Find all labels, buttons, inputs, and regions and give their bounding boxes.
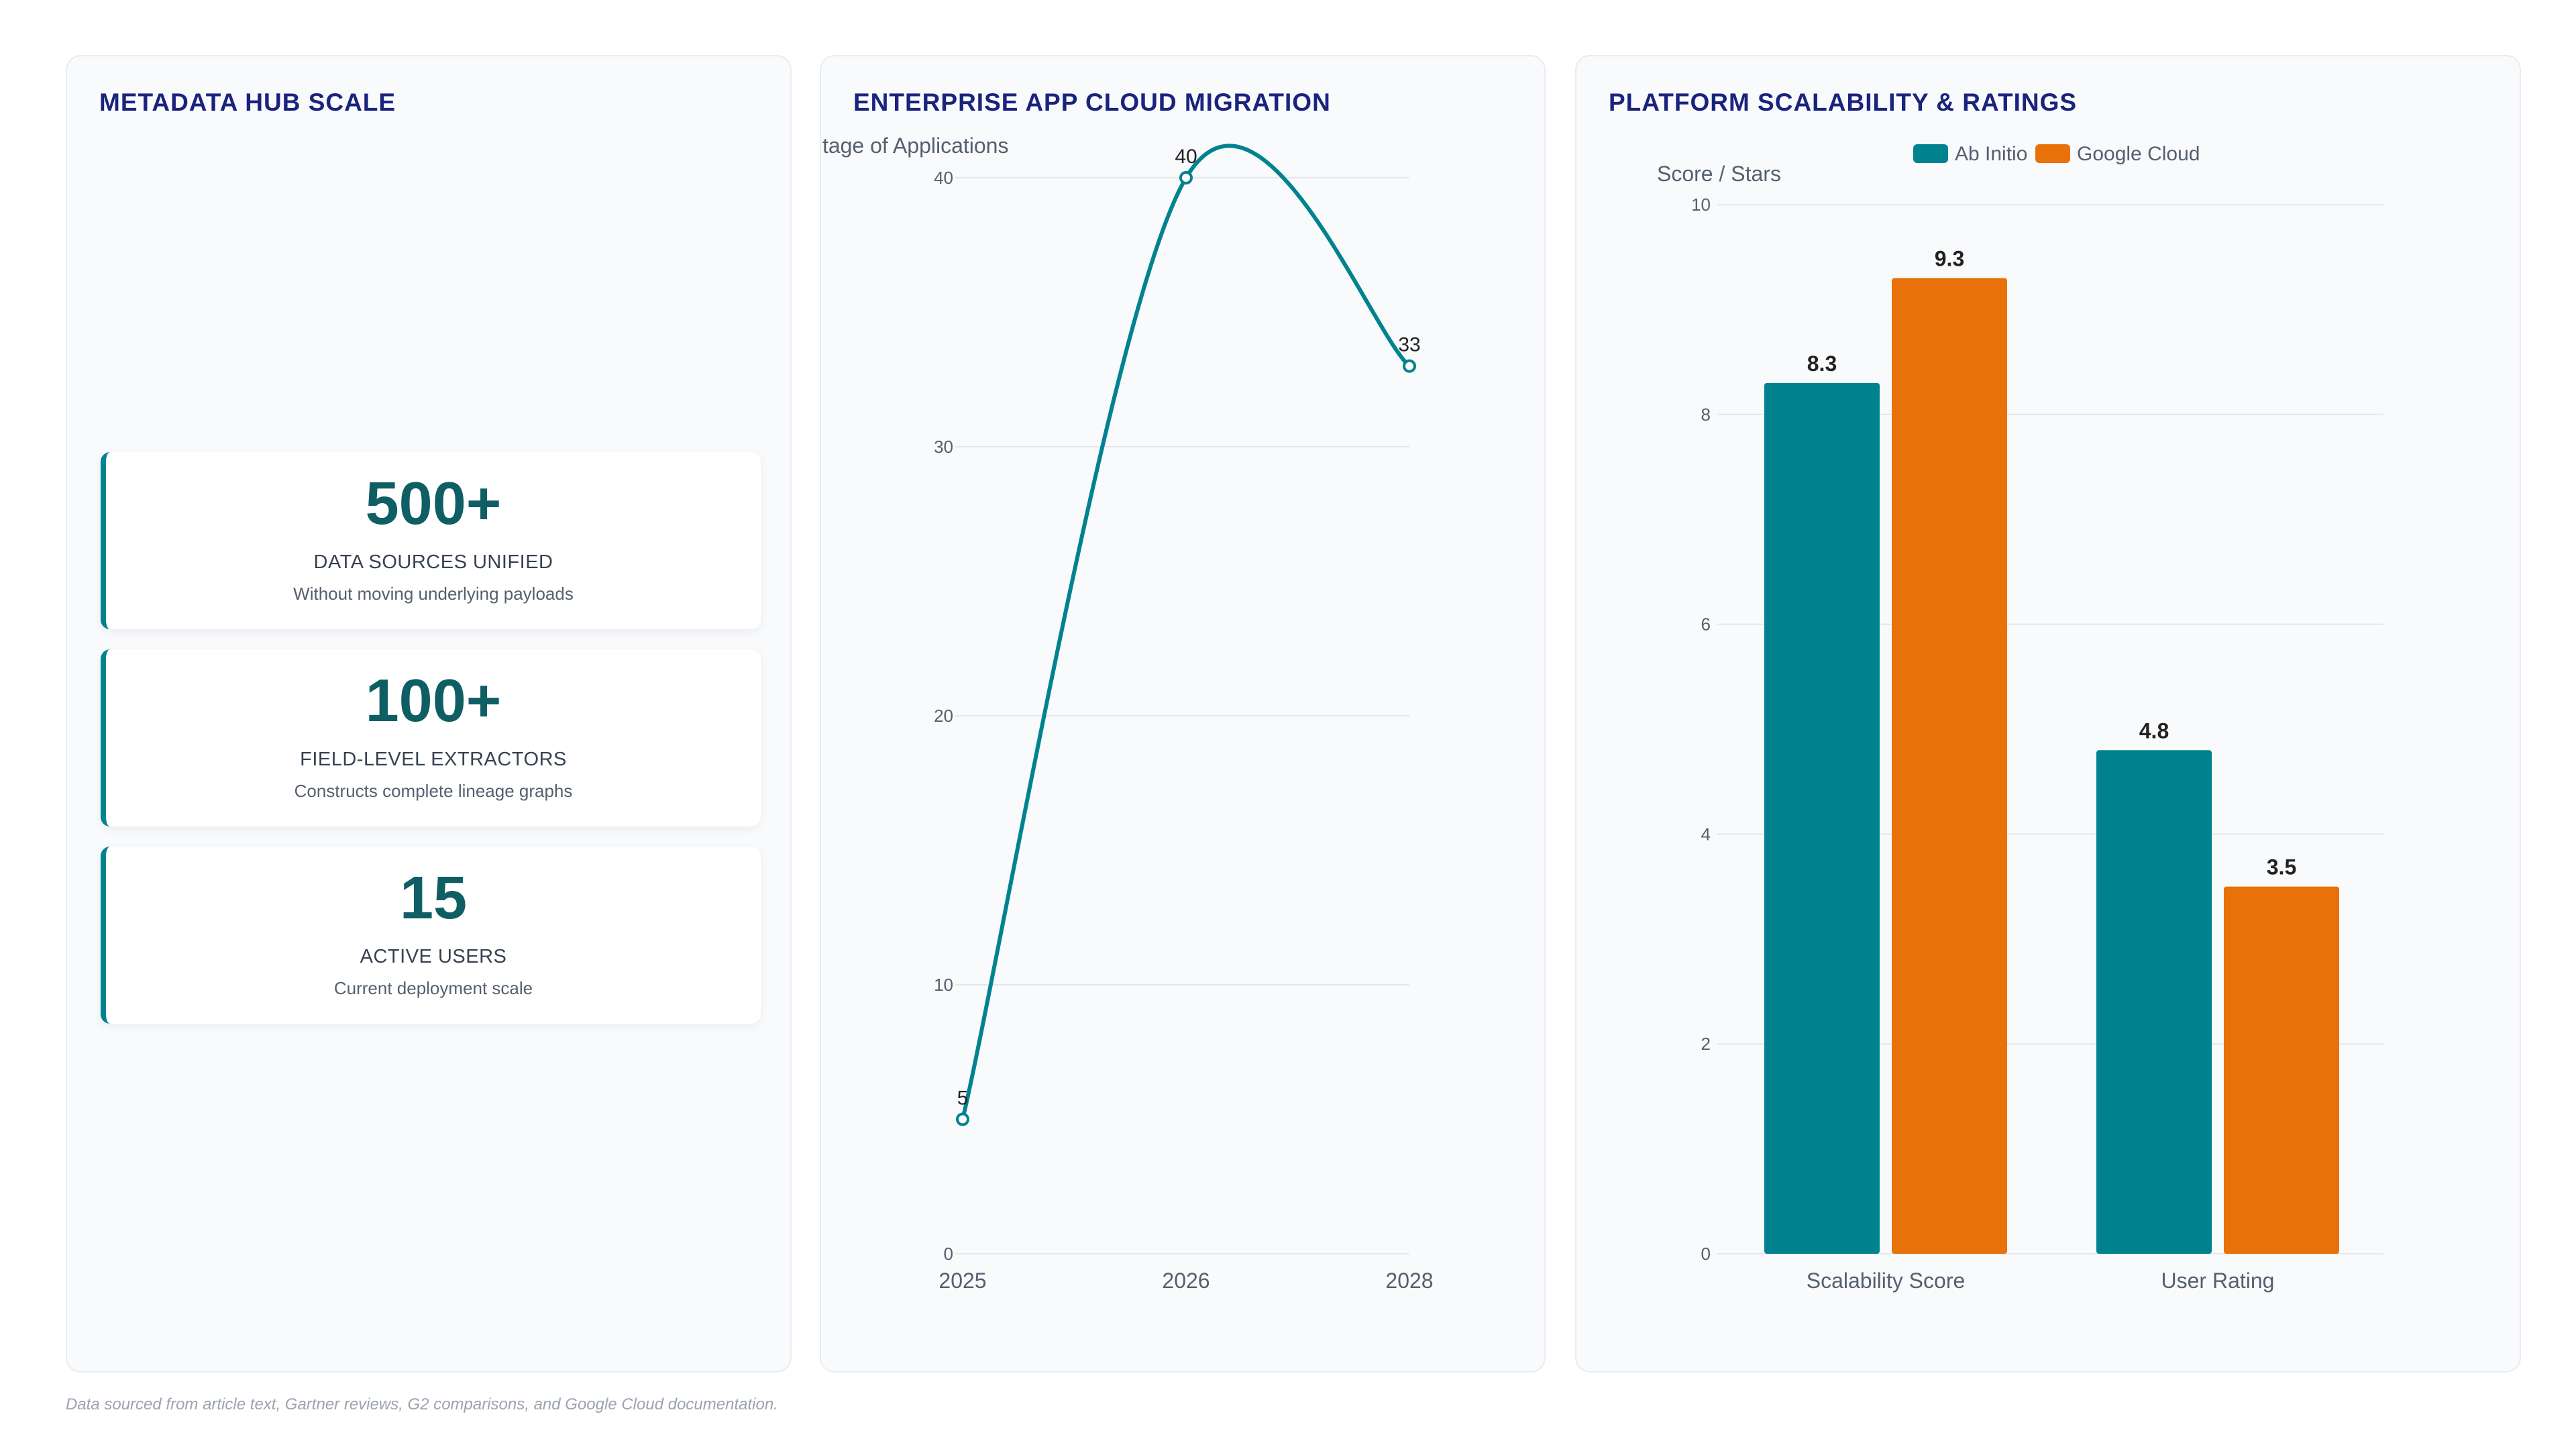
line-chart-x-tick-label: 2025 xyxy=(938,1269,986,1293)
bar-chart-x-tick-label: Scalability Score xyxy=(1807,1269,1966,1293)
stat-label: ACTIVE USERS xyxy=(360,946,507,967)
legend-swatch xyxy=(2035,144,2070,163)
stat-value: 500+ xyxy=(365,470,502,537)
scalability-title: PLATFORM SCALABILITY & RATINGS xyxy=(1609,89,2078,116)
line-chart-y-tick-label: 20 xyxy=(934,706,953,726)
metadata-hub-title: METADATA HUB SCALE xyxy=(99,89,396,116)
bar-ab-initio xyxy=(2096,750,2212,1254)
scalability-panel: PLATFORM SCALABILITY & RATINGS Ab Initio… xyxy=(1575,55,2521,1373)
line-chart-series-line xyxy=(961,144,1411,1120)
line-chart-data-label: 5 xyxy=(957,1087,969,1110)
line-chart-data-label: 40 xyxy=(1175,146,1197,168)
stat-description: Constructs complete lineage graphs xyxy=(294,781,573,801)
bar-data-label: 8.3 xyxy=(1807,352,1837,376)
footer-note: Data sourced from article text, Gartner … xyxy=(66,1395,778,1413)
line-chart-y-tick-label: 40 xyxy=(934,168,953,188)
bar-chart-y-tick-label: 2 xyxy=(1701,1034,1711,1054)
stat-label: DATA SOURCES UNIFIED xyxy=(313,551,553,573)
bar-chart-x-tick-label: User Rating xyxy=(2161,1269,2275,1293)
stat-card-data-sources: 500+ DATA SOURCES UNIFIED Without moving… xyxy=(101,452,761,629)
bar-chart-y-tick-label: 4 xyxy=(1701,824,1711,844)
bar-chart-y-tick-label: 6 xyxy=(1701,614,1711,635)
bar-data-label: 3.5 xyxy=(2267,855,2296,879)
bar-google-cloud xyxy=(2224,886,2339,1254)
stat-value: 15 xyxy=(399,865,468,932)
legend-label: Ab Initio xyxy=(1955,143,2027,165)
metadata-hub-panel: METADATA HUB SCALE 500+ DATA SOURCES UNI… xyxy=(66,55,792,1373)
bar-chart-y-axis-title: Score / Stars xyxy=(1657,162,1781,186)
bar-chart-y-tick-label: 8 xyxy=(1701,405,1711,425)
line-chart-data-label: 33 xyxy=(1398,334,1420,356)
line-chart-y-axis-title: Percentage of Applications xyxy=(821,133,1008,158)
cloud-migration-title: ENTERPRISE APP CLOUD MIGRATION xyxy=(853,89,1331,116)
stat-label: FIELD-LEVEL EXTRACTORS xyxy=(300,749,567,770)
stat-card-field-extractors: 100+ FIELD-LEVEL EXTRACTORS Constructs c… xyxy=(101,649,761,826)
bar-google-cloud xyxy=(1892,278,2007,1254)
legend-label: Google Cloud xyxy=(2077,143,2200,165)
line-chart-point xyxy=(956,1112,969,1126)
line-chart-y-tick-label: 30 xyxy=(934,437,953,457)
line-chart-x-tick-label: 2028 xyxy=(1385,1269,1433,1293)
stat-description: Current deployment scale xyxy=(333,978,533,998)
bar-data-label: 4.8 xyxy=(2139,718,2169,743)
stat-description: Without moving underlying payloads xyxy=(293,584,574,604)
bar-chart: Ab Initio Google Cloud Score / Stars 0 2 4 6 8 1… xyxy=(1657,143,2383,1293)
line-chart: Percentage of Applications 0 10 20 30 40 2025 2… xyxy=(821,133,1434,1293)
cloud-migration-panel: ENTERPRISE APP CLOUD MIGRATION Percentag… xyxy=(820,55,1546,1373)
line-chart-point xyxy=(1179,171,1193,184)
bar-chart-y-tick-label: 10 xyxy=(1691,195,1711,215)
line-chart-y-tick-label: 10 xyxy=(934,975,953,995)
legend-swatch xyxy=(1913,144,1948,163)
bar-data-label: 9.3 xyxy=(1935,246,1964,270)
stat-card-active-users: 15 ACTIVE USERS Current deployment scale xyxy=(101,847,761,1024)
stat-value: 100+ xyxy=(365,667,502,735)
line-chart-point xyxy=(1403,359,1416,373)
line-chart-x-tick-label: 2026 xyxy=(1162,1269,1210,1293)
line-chart-y-tick-label: 0 xyxy=(944,1244,953,1264)
bar-ab-initio xyxy=(1764,382,1880,1254)
bar-chart-y-tick-label: 0 xyxy=(1701,1244,1711,1264)
